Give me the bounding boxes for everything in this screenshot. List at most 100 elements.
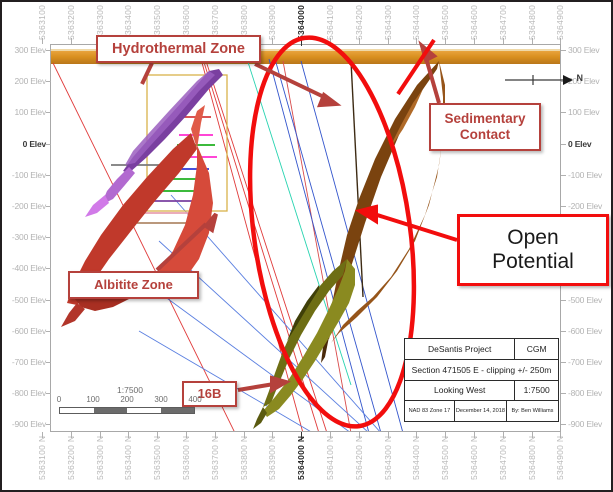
annotation-label: Hydrothermal Zone [112,40,245,57]
elevation-tick-label-left: -900 Elev [11,419,46,430]
scale-bar-ratio: 1:7500 [117,385,143,395]
title-block-row-view: Looking West 1:7500 [405,380,558,402]
elevation-tick-label-left: 300 Elev [14,45,47,55]
northing-tick-label-bottom: 5363500 N [152,435,163,480]
northing-tick-label-bottom: 5363900 N [267,435,278,480]
title-block: DeSantis Project CGM Section 471505 E - … [404,338,559,422]
northing-tick-top [502,38,504,44]
northing-tick-bottom [99,432,101,438]
elevation-tick-left [46,299,51,301]
northing-tick-bottom [243,432,245,438]
northing-tick-top [301,38,303,46]
elevation-tick-label-right: 200 Elev [568,76,600,87]
northing-tick-label-bottom: 5363600 N [181,435,191,480]
northing-tick-label-top: 5364800 N [526,0,537,40]
elevation-tick-label-right: -900 Elev [568,419,603,430]
northing-tick-label-bottom: 5363700 N [209,435,220,480]
northing-tick-bottom [70,432,72,438]
annotation-label: Albitite Zone [94,276,173,292]
annotation-sedimentary-contact: Sedimentary Contact [429,103,541,151]
hydrothermal-zone-body [85,69,223,217]
elevation-tick-label-left: 200 Elev [14,76,47,87]
northing-tick-label-top: 5364700 N [497,0,508,40]
northing-tick-label-bottom: 5364600 N [469,435,479,480]
northing-tick-label-top: 5364000 N [296,0,307,40]
northing-tick-top [531,38,533,44]
northing-tick-top [358,38,360,44]
elevation-tick-right [561,424,566,426]
elevation-tick-left [46,268,51,270]
elevation-tick-left [46,50,51,51]
northing-tick-top [416,38,418,44]
elevation-tick-label-right: -800 Elev [568,388,603,399]
elevation-tick-label-left: -600 Elev [11,325,46,336]
scale-bar-tick-label: 200 [120,395,134,404]
northing-tick-label-top: 5364600 N [469,0,479,40]
scale-bar-tick-label: 0 [56,395,62,404]
northing-tick-top [387,38,389,44]
north-arrow-icon [505,75,573,85]
title-block-datum: NAD 83 Zone 17 [405,401,455,421]
annotation-hydrothermal-zone: Hydrothermal Zone [96,35,261,63]
elevation-tick-left [46,174,51,176]
elevation-tick-right [561,143,566,145]
elevation-tick-left [46,393,51,395]
northing-tick-top [560,38,562,44]
elevation-tick-left [46,362,51,363]
elevation-tick-label-right: -200 Elev [568,201,603,211]
annotation-label: 16B [197,385,222,401]
title-block-date: December 14, 2018 [455,401,507,421]
northing-tick-label-bottom: 5363100 N [37,435,47,480]
northing-tick-label-bottom: 5364300 N [382,435,393,480]
elevation-tick-label-left: 100 Elev [14,107,47,118]
title-block-section: Section 471505 E - clipping +/- 250m [411,364,552,375]
annotation-label-line1: Open [507,225,559,249]
scale-bar-track [59,407,195,414]
annotation-label: Open Potential [492,226,574,274]
elevation-tick-left [46,81,51,83]
northing-tick-label-bottom: 5364800 N [526,435,537,480]
northing-tick-bottom [330,432,331,438]
elevation-tick-label-left: -800 Elev [11,388,46,399]
northing-tick-label-top: 5364500 N [440,0,451,40]
elevation-tick-right [561,362,566,363]
title-block-view: Looking West [405,380,516,401]
northing-tick-label-top: 5364300 N [382,0,393,40]
scale-bar: 1:7500 0 100 200 300 400 [55,385,205,417]
elevation-tick-label-right: -600 Elev [568,325,603,336]
elevation-tick-label-left: -200 Elev [11,201,46,211]
elevation-tick-label-left: 0 Elev [22,138,47,149]
elevation-tick-right [561,299,566,301]
elevation-tick-label-right: 0 Elev [568,138,592,149]
elevation-tick-label-left: -100 Elev [11,169,46,180]
elevation-tick-left [46,206,51,207]
northing-tick-label-bottom: 5363200 N [65,435,76,480]
annotation-label-line2: Contact [459,127,511,142]
elevation-tick-label-left: -300 Elev [11,232,46,243]
title-block-project: DeSantis Project [405,339,516,359]
northing-tick-bottom [42,432,43,438]
scale-bar-tick-label: 300 [154,395,168,404]
northing-tick-label-bottom: 5364500 N [440,435,451,480]
scale-bar-tick-label: 400 [188,395,202,404]
elevation-tick-label-right: 100 Elev [568,107,600,118]
northing-tick-top [474,38,475,44]
northing-tick-label-top: 5364900 N [555,0,566,40]
elevation-tick-right [561,174,566,176]
elevation-tick-left [46,143,51,145]
elevation-tick-label-left: -500 Elev [11,294,46,305]
north-arrow-label: N [576,73,584,83]
northing-tick-label-bottom: 5364900 N [555,435,566,480]
northing-tick-label-bottom: 5363800 N [238,435,249,480]
elevation-tick-label-right: -500 Elev [568,294,603,305]
northing-tick-label-bottom: 5364700 N [497,435,508,480]
elevation-tick-right [561,206,566,207]
northing-tick-bottom [502,432,504,438]
elevation-tick-right [561,112,566,114]
northing-tick-bottom [358,432,360,438]
northing-tick-bottom [416,432,418,438]
north-arrow: N [505,72,583,88]
northing-tick-label-bottom: 5364200 N [353,435,364,480]
elevation-tick-left [46,237,51,239]
